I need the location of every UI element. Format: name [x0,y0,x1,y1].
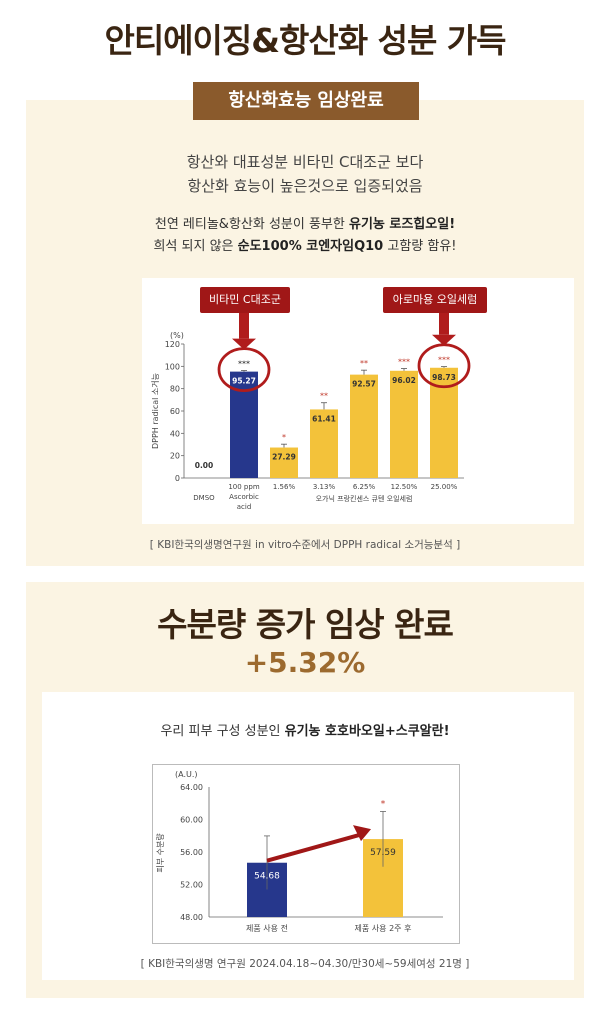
chart1-value-label-2: 27.29 [272,453,296,462]
chart2-xtick-0: 제품 사용 전 [246,923,288,933]
chart2-ytick-1: 52.00 [180,881,203,890]
dpph-caption: [ KBI한국의생명연구원 in vitro수준에서 DPPH radical … [149,539,461,551]
chart1-xtick-6: 25.00% [431,483,458,491]
ingredient-line-1: 천연 레티놀&항산화 성분이 풍부한 유기농 로즈힙오일! [154,217,456,232]
chart2-significance-1: * [381,799,386,809]
moisture-chart: (A.U.) 48.00 52.00 56.00 60.00 64.00 피부 수분량 54.… [155,770,443,933]
chart1-bar-3 [310,409,338,478]
chart1-value-label-3: 61.41 [312,414,336,423]
chart2-ylabel: 피부 수분량 [155,833,165,873]
chart1-ytick-0: 0 [175,474,180,483]
chart1-ylabel: DPPH radical 소거능 [151,373,160,449]
chart1-significance-4: ** [360,359,368,368]
chart1-xtick-1-0: 100 ppm [228,483,259,491]
chart2-ytick-0: 48.00 [180,913,203,922]
chart1-ytick-3: 60 [170,407,180,416]
callout-aroma-serum: 아로마용 오일세럼 [383,287,487,313]
chart1-ytick-1: 20 [170,452,180,461]
chart1-ytick-6: 120 [165,340,180,349]
page-title: 안티에이징&항산화 성분 가득 [104,21,506,60]
chart1-significance-1: *** [238,359,250,368]
dpph-chart: (%) 0 20 40 60 80 100 120 DPPH radical 소거능 0.00 DM… [151,308,471,511]
chart1-significance-2: * [282,433,286,442]
chart2-value-label-1: 57.59 [370,848,396,858]
coq10-highlight: 순도100% 코엔자임Q10 [237,239,384,254]
chart1-ytick-2: 40 [170,429,180,438]
chart2-xtick-1: 제품 사용 2주 후 [355,924,412,933]
chart1-highlight-arrow-shaft-1 [239,308,249,339]
chart1-value-label-0: 0.00 [195,461,214,470]
chart1-ytick-5: 100 [165,362,180,371]
chart2-trend-arrow-head [353,825,371,842]
chart1-bar-5 [390,370,418,478]
antioxidant-description: 항산와 대표성분 비타민 C대조군 보다 항산화 효능이 높은것으로 입증되었음 [0,150,610,198]
chart1-significance-5: *** [398,358,410,367]
moisture-percent: +5.32% [244,646,366,679]
chart1-xtick-2: 1.56% [273,483,296,491]
chart1-highlight-arrow-head-6 [432,334,456,346]
jojoba-squalane-highlight: 유기농 호호바오일+스쿠알란! [284,724,450,739]
description-line-2: 항산화 효능이 높은것으로 입증되었음 [187,177,423,195]
moisture-title: 수분량 증가 임상 완료 [157,605,454,644]
chart1-value-label-6: 98.73 [432,373,456,382]
chart2-ytick-4: 64.00 [180,783,203,792]
moisture-chart-container: (A.U.) 48.00 52.00 56.00 60.00 64.00 피부 수분량 54.… [152,764,460,944]
chart1-value-label-4: 92.57 [352,380,376,389]
ingredient-line-2: 희석 되지 않은 순도100% 코엔자임Q10 고함량 함유! [153,239,457,254]
moisture-caption: [ KBI한국의생명 연구원 2024.04.18~04.30/만30세~59세… [140,958,470,970]
chart1-highlight-arrow-head-1 [232,338,256,350]
chart1-value-label-5: 96.02 [392,376,416,385]
chart1-xtick-3: 3.13% [313,483,336,491]
chart2-trend-arrow-shaft [266,833,360,863]
chart1-highlight-arrow-shaft-6 [439,308,449,335]
rosehip-oil-highlight: 유기농 로즈힙오일! [348,217,456,232]
ingredient-description: 천연 레티놀&항산화 성분이 풍부한 유기농 로즈힙오일! 희석 되지 않은 순… [0,214,610,258]
chart2-unit: (A.U.) [175,770,198,779]
chart1-bar-2 [270,447,298,478]
chart1-bar-4 [350,374,378,478]
chart1-unit: (%) [170,331,184,340]
chart1-xtick-1-1: Ascorbic [229,493,259,501]
description-line-1: 항산와 대표성분 비타민 C대조군 보다 [186,153,424,171]
callout-vitamin-c: 비타민 C대조군 [200,287,290,313]
chart1-significance-6: *** [438,356,450,365]
chart1-value-label-1: 95.27 [232,377,256,386]
chart1-group-label: 오가닉 프랑킨센스 큐텐 오일세럼 [316,494,413,503]
chart1-xtick-5: 12.50% [391,483,418,491]
chart1-xtick-1-2: acid [237,503,252,511]
chart1-xtick-4: 6.25% [353,483,376,491]
chart2-ytick-2: 56.00 [180,848,203,857]
chart2-ytick-3: 60.00 [180,816,203,825]
antioxidant-badge: 항산화효능 임상완료 [193,82,419,120]
moisture-description: 우리 피부 구성 성분인 유기농 호호바오일+스쿠알란! [160,724,450,739]
chart1-ytick-4: 80 [170,385,180,394]
chart1-significance-3: ** [320,392,328,401]
dpph-chart-container: (%) 0 20 40 60 80 100 120 DPPH radical 소거능 0.00 DM… [142,278,574,524]
chart2-value-label-0: 54.68 [254,872,280,882]
chart1-xtick-0: DMSO [193,494,215,502]
